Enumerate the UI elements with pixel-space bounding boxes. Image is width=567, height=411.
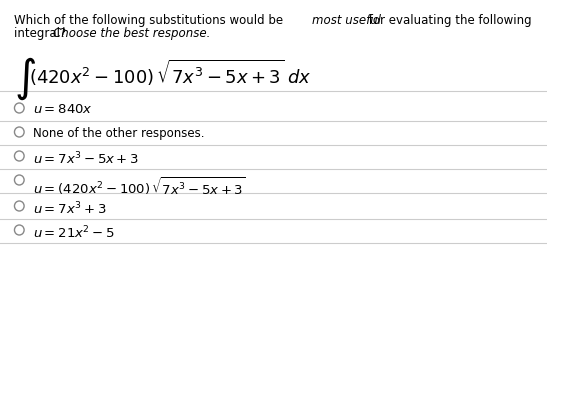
Text: $u = 7x^3 - 5x + 3$: $u = 7x^3 - 5x + 3$	[33, 151, 139, 168]
Text: $\int$: $\int$	[14, 56, 36, 102]
Text: integral?: integral?	[14, 27, 73, 40]
Text: Which of the following substitutions would be: Which of the following substitutions wou…	[14, 14, 286, 27]
Text: most useful: most useful	[312, 14, 382, 27]
Text: $u = 7x^3 + 3$: $u = 7x^3 + 3$	[33, 201, 106, 217]
Text: $u = (420x^2 - 100)\,\sqrt{7x^3 - 5x + 3}$: $u = (420x^2 - 100)\,\sqrt{7x^3 - 5x + 3…	[33, 175, 246, 197]
Text: for evaluating the following: for evaluating the following	[365, 14, 531, 27]
Text: $(420x^2 - 100)\,\sqrt{7x^3 - 5x + 3}\;dx$: $(420x^2 - 100)\,\sqrt{7x^3 - 5x + 3}\;d…	[29, 58, 312, 88]
Text: $u = 21x^2 - 5$: $u = 21x^2 - 5$	[33, 225, 115, 242]
Text: Choose the best response.: Choose the best response.	[53, 27, 210, 40]
Text: None of the other responses.: None of the other responses.	[33, 127, 204, 140]
Text: $u = 840x$: $u = 840x$	[33, 103, 92, 116]
